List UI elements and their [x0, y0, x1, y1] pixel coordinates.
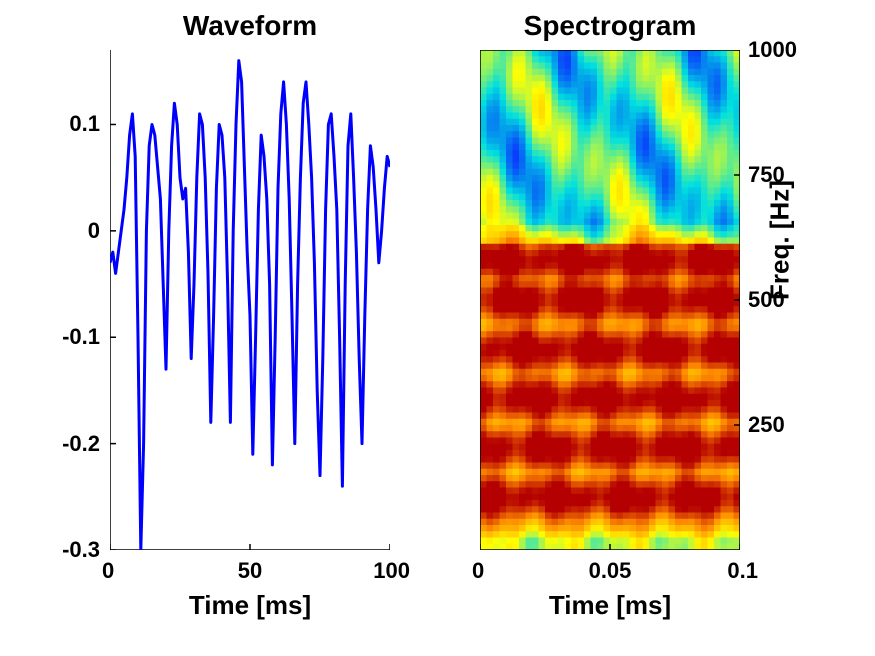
spectrogram-plot: [480, 50, 740, 550]
spectrogram-title: Spectrogram: [480, 10, 740, 42]
waveform-title: Waveform: [110, 10, 390, 42]
spectrogram-ytick: 250: [748, 412, 785, 438]
waveform-xlabel: Time [ms]: [110, 590, 390, 621]
spectrogram-xtick: 0.05: [480, 558, 740, 584]
waveform-xtick: 50: [110, 558, 390, 584]
waveform-ytick: 0: [88, 218, 100, 244]
waveform-ytick: -0.2: [62, 431, 100, 457]
waveform-ytick: -0.1: [62, 324, 100, 350]
waveform-plot: [110, 50, 390, 550]
spectrogram-xlabel: Time [ms]: [480, 590, 740, 621]
spectrogram-panel: Spectrogram 1000 750 500 250 0 0.05 0.1 …: [480, 50, 740, 550]
waveform-ytick: -0.3: [62, 537, 100, 563]
spectrogram-xtick: 0.1: [727, 558, 758, 584]
waveform-ytick: 0.1: [69, 111, 100, 137]
waveform-xtick: 100: [373, 558, 410, 584]
waveform-panel: Waveform 0.1 0 -0.1 -0.2 -0.3 0 50 100 T…: [110, 50, 390, 550]
spectrogram-ylabel: Freq. [Hz]: [765, 180, 796, 300]
spectrogram-ytick: 1000: [748, 37, 797, 63]
